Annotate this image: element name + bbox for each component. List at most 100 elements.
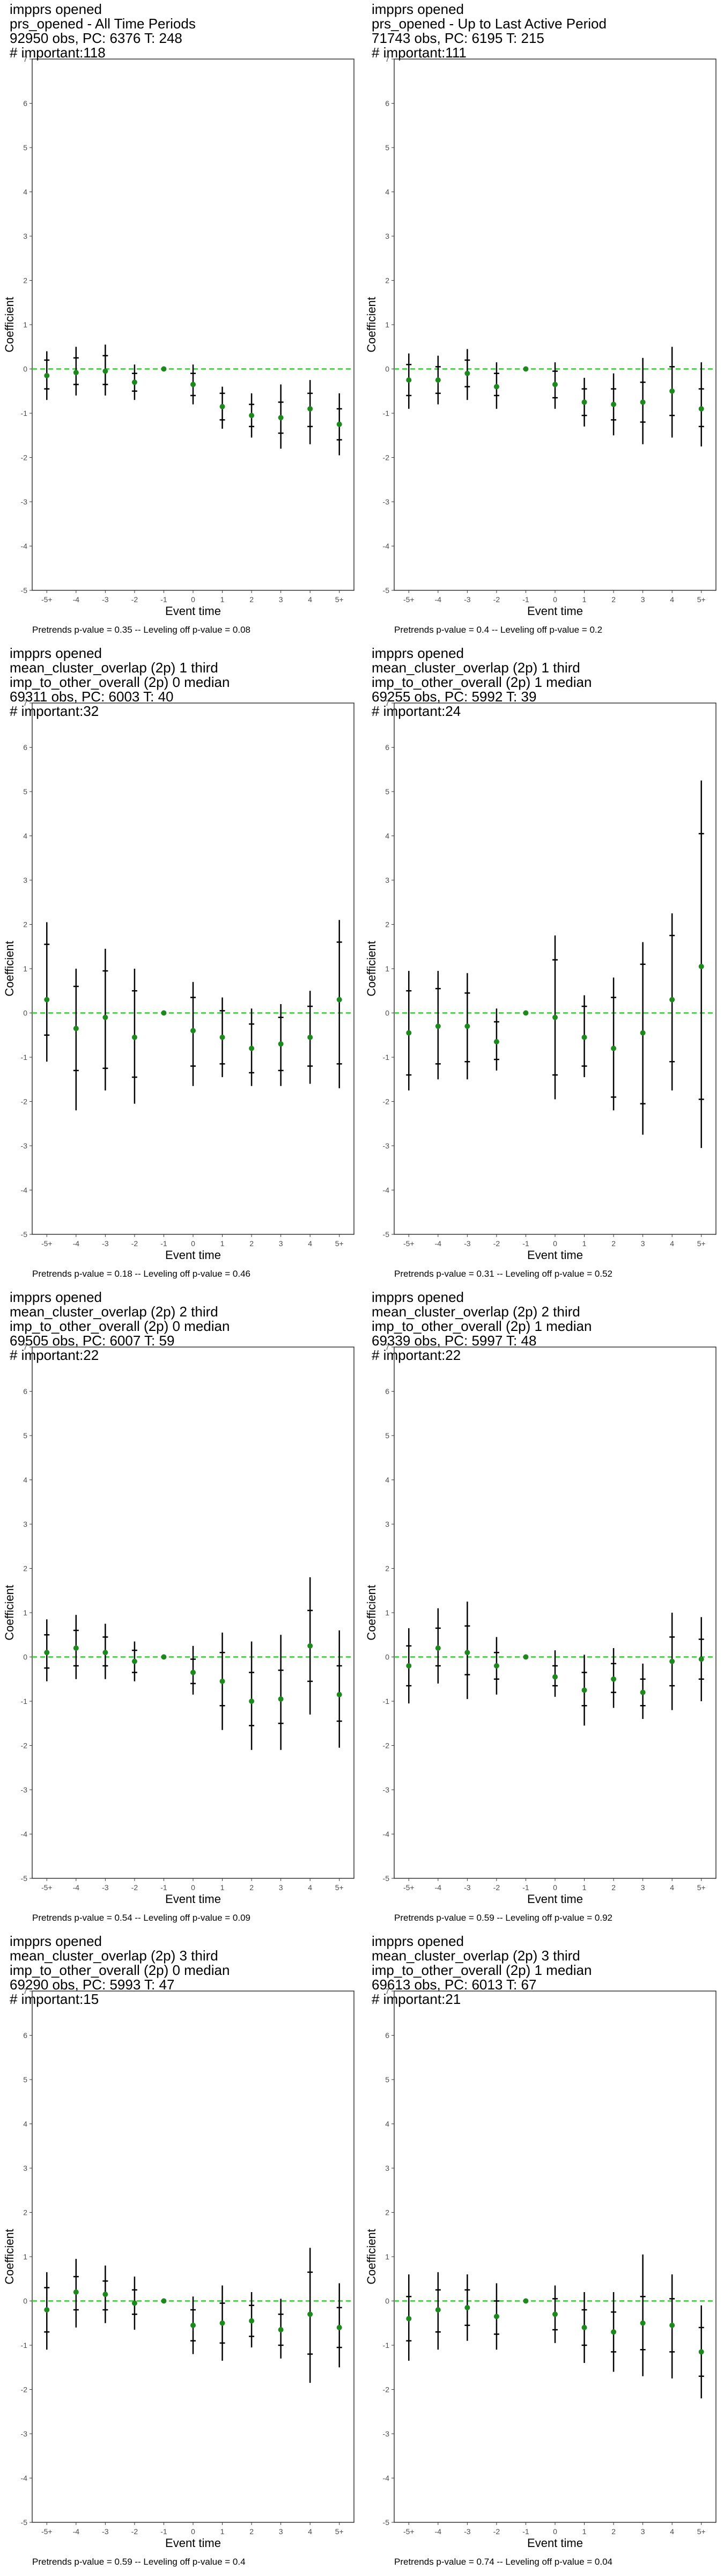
y-tick-label: -1 (21, 1053, 28, 1062)
x-axis-label: Event time (165, 2536, 221, 2550)
x-axis-label: Event time (165, 1248, 221, 1262)
y-tick-label: 0 (385, 1009, 389, 1018)
coefficient-point (493, 2314, 499, 2319)
panel-title-line: imp_to_other_overall (2p) 1 median (372, 674, 592, 690)
pvalue-footer: Pretrends p-value = 0.18 -- Leveling off… (32, 1269, 250, 1279)
panel-title: impprs opened mean_cluster_overlap (2p) 3… (10, 1934, 230, 2007)
coefficient-point (190, 1670, 196, 1675)
coefficient-point (73, 370, 79, 376)
x-tick-label: -2 (131, 1883, 138, 1892)
y-tick-label: -2 (21, 1097, 28, 1106)
panel-title-line: impprs opened (372, 1933, 464, 1949)
x-axis-label: Event time (527, 1892, 583, 1906)
coefficient-point (131, 1034, 137, 1040)
pvalue-footer: Pretrends p-value = 0.59 -- Leveling off… (32, 2557, 246, 2567)
x-tick-label: -5+ (403, 2527, 415, 2536)
coefficient-point (669, 997, 675, 1002)
x-tick-label: -2 (493, 595, 500, 604)
x-tick-label: 5+ (335, 595, 344, 604)
coefficient-point (435, 1645, 441, 1651)
coefficient-point (131, 379, 137, 385)
panel-title-line: impprs opened (372, 1, 464, 17)
coefficient-point (552, 2311, 558, 2317)
panel-title-line: mean_cluster_overlap (2p) 2 third (10, 1304, 218, 1320)
x-tick-label: 2 (611, 1239, 616, 1248)
coefficient-point (464, 1650, 470, 1656)
coefficient-point (406, 2316, 412, 2322)
coefficient-point (190, 382, 196, 387)
y-tick-label: 7 (23, 1343, 27, 1351)
y-tick-label: -4 (21, 1830, 28, 1839)
coefficient-plot: -5 -4 -3 -2 -1 0 1 2 3 4 5 6 7 -5+ -4 -3 -2 -1 0 1 2 3 4 5+ Even… (3, 1343, 354, 1906)
coefficient-point (581, 399, 587, 405)
y-tick-label: -2 (383, 1741, 390, 1750)
y-tick-label: 6 (23, 2031, 27, 2040)
y-tick-label: 7 (385, 1987, 389, 1995)
coefficient-point (523, 1010, 529, 1016)
y-axis-label: Coefficient (3, 2229, 16, 2285)
y-tick-label: 6 (23, 99, 27, 108)
coefficient-point (249, 413, 255, 419)
panel-title-line: 71743 obs, PC: 6195 T: 215 (372, 30, 544, 46)
x-tick-label: 2 (611, 1883, 616, 1892)
chart-panel: impprs opened mean_cluster_overlap (2p) 2… (362, 1288, 724, 1932)
y-tick-label: 1 (23, 1608, 27, 1617)
coefficient-plot: -5 -4 -3 -2 -1 0 1 2 3 4 5 6 7 -5+ -4 -3 -2 -1 0 1 2 3 4 5+ Even… (365, 1987, 716, 2550)
plot-panel-border (32, 1990, 354, 2523)
y-tick-label: 0 (23, 365, 27, 374)
coefficient-point (44, 1650, 50, 1656)
pvalue-footer: Pretrends p-value = 0.74 -- Leveling off… (394, 2557, 612, 2567)
y-tick-label: 3 (23, 2164, 27, 2172)
y-tick-label: 2 (385, 276, 389, 285)
panel-title-line: 92950 obs, PC: 6376 T: 248 (10, 30, 182, 46)
panel-title-line: imp_to_other_overall (2p) 1 median (372, 1962, 592, 1978)
y-tick-label: -5 (21, 2518, 28, 2527)
coefficient-point (307, 2311, 313, 2317)
x-tick-label: -3 (464, 1239, 471, 1248)
x-tick-label: -1 (160, 1239, 167, 1248)
y-tick-label: 5 (385, 143, 389, 152)
y-tick-label: -2 (21, 453, 28, 462)
y-tick-label: -3 (21, 1785, 28, 1794)
y-tick-label: 6 (385, 1387, 389, 1396)
coefficient-point (464, 2304, 470, 2310)
x-tick-label: -2 (493, 2527, 500, 2536)
x-tick-label: 5+ (697, 595, 706, 604)
x-tick-label: -5+ (41, 595, 53, 604)
y-tick-label: 3 (385, 2164, 389, 2172)
coefficient-point (278, 1041, 284, 1047)
y-tick-label: 5 (23, 2075, 27, 2084)
y-tick-label: -2 (383, 2385, 390, 2394)
plot-panel-border (32, 702, 354, 1235)
x-tick-label: 4 (670, 595, 674, 604)
y-tick-label: -5 (21, 1230, 28, 1239)
panel-title-line: imp_to_other_overall (2p) 0 median (10, 1318, 230, 1334)
coefficient-point (73, 1645, 79, 1651)
y-tick-label: 6 (385, 2031, 389, 2040)
coefficient-point (698, 2349, 704, 2355)
y-tick-label: 2 (23, 276, 27, 285)
y-tick-label: 4 (385, 2120, 389, 2128)
x-tick-label: 4 (308, 1239, 312, 1248)
x-tick-label: -3 (102, 1883, 109, 1892)
panel-title-line: # important:24 (372, 703, 461, 719)
x-tick-label: 5+ (697, 1239, 706, 1248)
coefficient-point (278, 415, 284, 421)
y-tick-label: -2 (383, 1097, 390, 1106)
panel-title-line: impprs opened (10, 1933, 102, 1949)
panel-title-line: # important:111 (372, 45, 467, 61)
y-tick-label: 4 (385, 188, 389, 196)
y-tick-label: 0 (385, 365, 389, 374)
coefficient-point (406, 1663, 412, 1668)
y-tick-label: -1 (21, 409, 28, 418)
y-tick-label: -1 (383, 1053, 390, 1062)
x-tick-label: 4 (308, 595, 312, 604)
x-tick-label: 5+ (335, 1239, 344, 1248)
coefficient-point (464, 370, 470, 376)
y-tick-label: 6 (385, 743, 389, 752)
panel-title: impprs opened prs_opened - Up to Last Act… (372, 2, 607, 60)
x-tick-label: 0 (553, 2527, 557, 2536)
panel-title-line: # important:21 (372, 1991, 461, 2007)
x-tick-label: -3 (464, 595, 471, 604)
coefficient-point (435, 1023, 441, 1029)
